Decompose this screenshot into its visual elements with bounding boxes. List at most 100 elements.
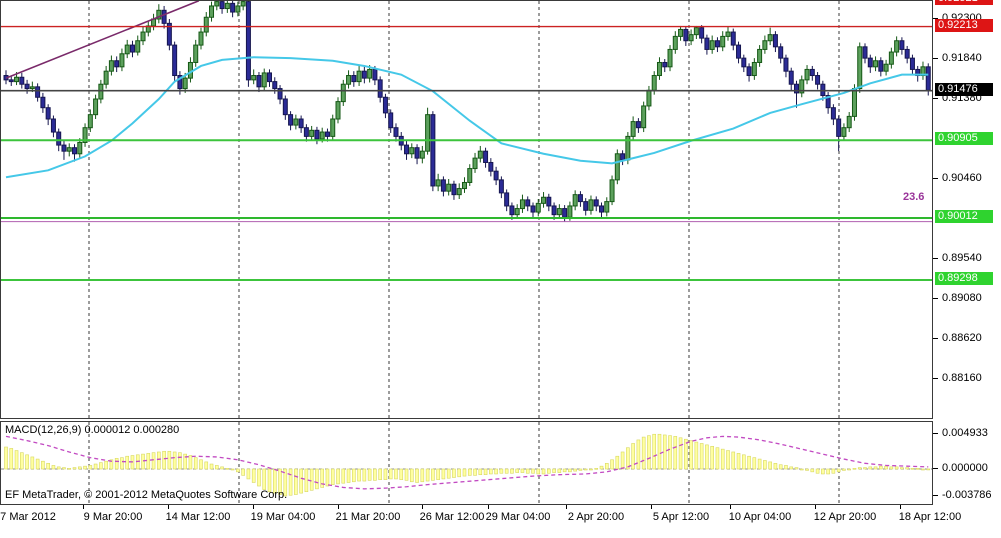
candle-bearish [372, 68, 378, 81]
macd-histogram-bar [705, 444, 709, 470]
macd-indicator-pane[interactable]: MACD(12,26,9) 0.000012 0.000280 EF MetaT… [0, 421, 933, 505]
candle-bullish [667, 48, 673, 68]
macd-histogram-bar [499, 468, 504, 474]
macd-histogram-bar [631, 443, 635, 470]
macd-histogram-bar [525, 468, 530, 474]
candle-bullish [124, 44, 130, 55]
price-axis[interactable]: 0.923000.918400.913800.904600.895400.890… [933, 0, 1001, 505]
macd-histogram-bar [831, 468, 836, 474]
macd-histogram-bar [836, 468, 841, 473]
price-level-badge: 0.92521 [935, 0, 993, 5]
time-axis-tick [815, 505, 816, 509]
macd-histogram-bar [62, 467, 66, 470]
macd-histogram-bar [615, 455, 620, 470]
candle-bullish [193, 44, 199, 63]
macd-histogram-bar [46, 463, 50, 470]
macd-histogram-bar [20, 452, 24, 470]
time-axis-tick [338, 505, 339, 509]
candle-bearish [361, 70, 367, 79]
macd-histogram-bar [689, 440, 693, 470]
time-axis-tick [422, 505, 423, 509]
time-axis[interactable]: 7 Mar 2012 9 Mar 20:00 14 Mar 12:00 19 Mar … [0, 505, 961, 538]
price-axis-label: 0.91840 [942, 52, 982, 64]
candle-bearish [878, 60, 884, 72]
macd-histogram-bar [241, 468, 245, 476]
fibonacci-level-label: 23.6 [903, 191, 925, 204]
candle-bullish [335, 101, 341, 120]
candle-bullish [514, 208, 520, 216]
macd-histogram-bar [799, 468, 804, 471]
candle-bullish [340, 83, 346, 103]
candle-bullish [799, 79, 805, 94]
candle-bearish [272, 81, 278, 90]
price-axis-tick [933, 378, 938, 379]
time-axis-label: 21 Mar 20:00 [335, 511, 401, 523]
candle-bullish [651, 75, 657, 91]
candle-bearish [114, 60, 120, 68]
candle-bearish [909, 57, 915, 70]
candle-bearish [40, 96, 46, 109]
macd-histogram-bar [262, 468, 267, 490]
macd-axis-label: 0.000000 [942, 462, 988, 474]
candle-bullish [425, 114, 431, 152]
candle-bearish [24, 83, 30, 90]
candle-bearish [440, 179, 446, 192]
trend-line[interactable] [5, 1, 200, 79]
candle-bearish [746, 66, 752, 77]
macd-histogram-bar [763, 460, 767, 470]
macd-histogram-bar [699, 443, 704, 470]
macd-histogram-bar [109, 459, 114, 470]
macd-histogram-bar [299, 468, 303, 494]
macd-histogram-bar [431, 468, 435, 481]
candle-bearish [56, 131, 62, 146]
candle-bullish [356, 70, 362, 83]
macd-histogram-bar [388, 468, 393, 480]
time-axis-label: 14 Mar 12:00 [165, 511, 231, 523]
macd-axis-tick [933, 433, 938, 434]
macd-histogram-bar [246, 468, 251, 480]
candle-bearish [72, 147, 78, 155]
candle-bearish [862, 46, 868, 59]
candle-bearish [377, 79, 383, 98]
macd-histogram-bar [56, 466, 61, 470]
macd-histogram-bar [51, 465, 56, 470]
macd-histogram-bar [341, 468, 346, 484]
candle-bullish [140, 31, 146, 42]
candle-bullish [767, 34, 773, 42]
candle-bearish [699, 27, 705, 39]
macd-histogram-bar [578, 468, 583, 471]
candle-bearish [714, 40, 720, 48]
candle-bearish [772, 34, 778, 48]
macd-histogram-bar [768, 461, 772, 470]
macd-histogram-bar [420, 468, 425, 483]
macd-histogram-bar [88, 465, 93, 470]
candle-bearish [794, 83, 799, 94]
candle-bearish [899, 40, 905, 50]
macd-histogram-bar [773, 463, 778, 470]
candle-bullish [82, 127, 88, 143]
macd-histogram-bar [731, 451, 736, 470]
candle-bullish [472, 157, 478, 170]
candle-bullish [66, 147, 72, 152]
macd-histogram-bar [684, 438, 688, 470]
candlestick-chart-surface[interactable] [1, 1, 932, 418]
candle-bullish [446, 183, 452, 192]
macd-histogram-bar [515, 468, 519, 473]
macd-histogram-bar [336, 468, 340, 485]
time-axis-label: 18 Apr 12:00 [898, 511, 962, 523]
macd-histogram-bar [320, 468, 325, 488]
macd-chart-surface[interactable] [1, 422, 932, 504]
candle-bullish [873, 60, 879, 68]
time-axis-label: 10 Apr 04:00 [728, 511, 792, 523]
macd-histogram-bar [810, 468, 815, 473]
candle-bearish [166, 22, 172, 46]
candle-bullish [541, 196, 547, 204]
candle-bullish [367, 68, 373, 79]
price-chart-pane[interactable]: 23.6 [0, 0, 933, 419]
macd-histogram-bar [747, 455, 751, 470]
macd-histogram-bar [694, 441, 699, 470]
macd-histogram-bar [352, 468, 356, 483]
macd-histogram-bar [784, 465, 788, 470]
macd-histogram-bar [726, 450, 730, 470]
macd-histogram-bar [9, 448, 14, 470]
